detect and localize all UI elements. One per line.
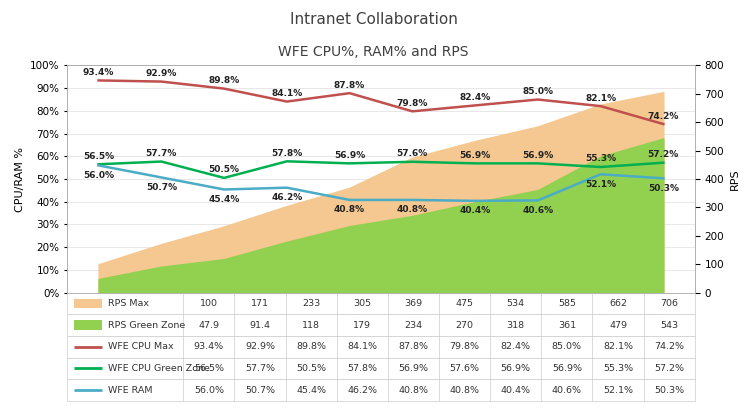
Text: 82.1%: 82.1% — [585, 94, 616, 103]
FancyBboxPatch shape — [67, 379, 695, 401]
Text: 305: 305 — [353, 299, 371, 308]
Text: 85.0%: 85.0% — [522, 87, 554, 96]
Text: WFE CPU Green Zone: WFE CPU Green Zone — [108, 364, 210, 373]
Text: 79.8%: 79.8% — [397, 99, 428, 108]
Text: 56.5%: 56.5% — [83, 152, 114, 161]
Text: 79.8%: 79.8% — [450, 342, 480, 351]
Text: 40.8%: 40.8% — [334, 205, 365, 214]
Text: 93.4%: 93.4% — [83, 68, 114, 77]
Text: 40.4%: 40.4% — [500, 386, 530, 395]
Text: WFE CPU%, RAM% and RPS: WFE CPU%, RAM% and RPS — [278, 45, 469, 59]
Text: 74.2%: 74.2% — [654, 342, 684, 351]
Text: 56.0%: 56.0% — [83, 171, 114, 180]
Text: RPS Max: RPS Max — [108, 299, 149, 308]
Text: 57.7%: 57.7% — [245, 364, 275, 373]
Text: 57.6%: 57.6% — [450, 364, 480, 373]
Text: 57.8%: 57.8% — [271, 149, 303, 158]
Text: 92.9%: 92.9% — [245, 342, 275, 351]
Text: 82.1%: 82.1% — [603, 342, 633, 351]
Text: 233: 233 — [302, 299, 320, 308]
Text: 534: 534 — [506, 299, 525, 308]
Text: 45.4%: 45.4% — [296, 386, 326, 395]
Text: 479: 479 — [609, 321, 627, 330]
Text: 57.7%: 57.7% — [146, 149, 177, 158]
Text: 270: 270 — [456, 321, 474, 330]
Text: 56.9%: 56.9% — [552, 364, 582, 373]
Text: 92.9%: 92.9% — [146, 69, 177, 78]
FancyBboxPatch shape — [67, 314, 695, 336]
Text: 82.4%: 82.4% — [500, 342, 530, 351]
Y-axis label: CPU/RAM %: CPU/RAM % — [14, 146, 25, 211]
Text: 171: 171 — [251, 299, 269, 308]
Text: 50.5%: 50.5% — [296, 364, 326, 373]
Text: 56.0%: 56.0% — [194, 386, 224, 395]
Text: 85.0%: 85.0% — [552, 342, 582, 351]
FancyBboxPatch shape — [73, 299, 102, 308]
Text: 40.8%: 40.8% — [397, 205, 428, 214]
FancyBboxPatch shape — [67, 292, 695, 314]
Text: 56.9%: 56.9% — [398, 364, 429, 373]
Text: 50.7%: 50.7% — [245, 386, 275, 395]
Text: 57.8%: 57.8% — [347, 364, 377, 373]
Text: 543: 543 — [660, 321, 678, 330]
Text: 50.3%: 50.3% — [648, 184, 679, 193]
Text: 91.4: 91.4 — [249, 321, 270, 330]
Text: 46.2%: 46.2% — [271, 193, 303, 202]
Text: 87.8%: 87.8% — [334, 81, 365, 90]
Text: 40.6%: 40.6% — [522, 206, 554, 215]
Text: 40.8%: 40.8% — [398, 386, 429, 395]
Text: 361: 361 — [558, 321, 576, 330]
Text: 84.1%: 84.1% — [271, 89, 303, 98]
Text: 179: 179 — [353, 321, 371, 330]
FancyBboxPatch shape — [67, 357, 695, 379]
Text: 56.5%: 56.5% — [194, 364, 224, 373]
Text: 89.8%: 89.8% — [296, 342, 326, 351]
Text: 93.4%: 93.4% — [193, 342, 224, 351]
Text: 47.9: 47.9 — [199, 321, 220, 330]
Text: 52.1%: 52.1% — [585, 180, 616, 189]
Text: 87.8%: 87.8% — [398, 342, 429, 351]
Text: 56.9%: 56.9% — [334, 151, 365, 160]
Text: 82.4%: 82.4% — [459, 93, 491, 102]
Text: 56.9%: 56.9% — [522, 151, 554, 160]
Text: 89.8%: 89.8% — [208, 76, 240, 85]
Text: 100: 100 — [200, 299, 218, 308]
Text: 475: 475 — [456, 299, 474, 308]
Text: 369: 369 — [404, 299, 423, 308]
Text: 318: 318 — [506, 321, 525, 330]
Text: RPS Green Zone: RPS Green Zone — [108, 321, 185, 330]
Text: 55.3%: 55.3% — [603, 364, 633, 373]
FancyBboxPatch shape — [67, 336, 695, 357]
FancyBboxPatch shape — [73, 320, 102, 330]
Text: 706: 706 — [660, 299, 678, 308]
Text: 56.9%: 56.9% — [459, 151, 491, 160]
Text: 55.3%: 55.3% — [585, 155, 616, 164]
Y-axis label: RPS: RPS — [730, 168, 740, 190]
Text: 662: 662 — [609, 299, 627, 308]
Text: Intranet Collaboration: Intranet Collaboration — [290, 12, 457, 27]
Text: 50.5%: 50.5% — [208, 165, 240, 174]
Text: 74.2%: 74.2% — [648, 112, 679, 121]
Text: 57.6%: 57.6% — [397, 149, 428, 158]
Text: 57.2%: 57.2% — [654, 364, 684, 373]
Text: 57.2%: 57.2% — [648, 150, 679, 159]
Text: 40.6%: 40.6% — [552, 386, 582, 395]
Text: 585: 585 — [558, 299, 576, 308]
Text: 52.1%: 52.1% — [603, 386, 633, 395]
Text: 40.8%: 40.8% — [450, 386, 480, 395]
Text: 50.3%: 50.3% — [654, 386, 684, 395]
Text: 118: 118 — [303, 321, 320, 330]
Text: 46.2%: 46.2% — [347, 386, 377, 395]
Text: WFE RAM: WFE RAM — [108, 386, 152, 395]
Text: 40.4%: 40.4% — [459, 207, 491, 216]
Text: 234: 234 — [404, 321, 423, 330]
Text: 45.4%: 45.4% — [208, 195, 240, 204]
Text: 84.1%: 84.1% — [347, 342, 377, 351]
Text: WFE CPU Max: WFE CPU Max — [108, 342, 173, 351]
Text: 56.9%: 56.9% — [500, 364, 530, 373]
Text: 50.7%: 50.7% — [146, 183, 177, 192]
